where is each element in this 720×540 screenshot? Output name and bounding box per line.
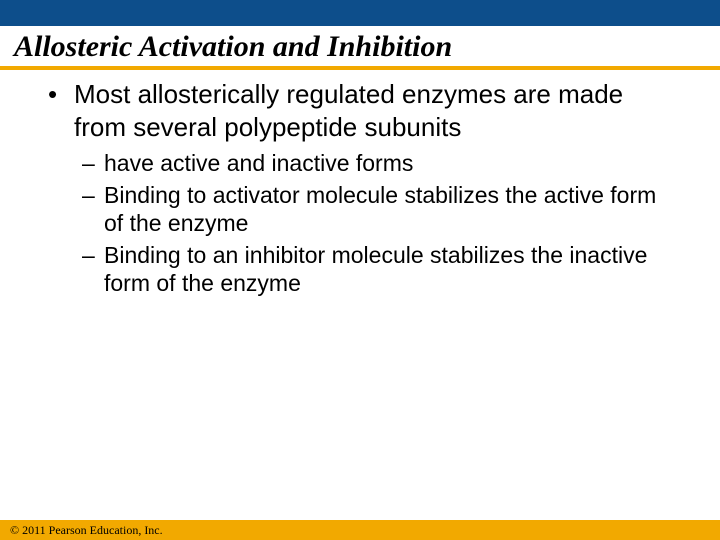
slide: Allosteric Activation and Inhibition Mos… — [0, 0, 720, 540]
top-bar — [0, 0, 720, 26]
slide-title: Allosteric Activation and Inhibition — [0, 26, 720, 66]
list-item: Most allosterically regulated enzymes ar… — [40, 78, 680, 297]
list-item: have active and inactive forms — [74, 149, 680, 177]
bullet-list-level2: have active and inactive forms Binding t… — [74, 149, 680, 297]
list-item-text: Most allosterically regulated enzymes ar… — [74, 79, 623, 142]
list-item-text: Binding to an inhibitor molecule stabili… — [104, 242, 647, 296]
list-item-text: Binding to activator molecule stabilizes… — [104, 182, 656, 236]
copyright-text: © 2011 Pearson Education, Inc. — [10, 523, 163, 538]
footer-bar: © 2011 Pearson Education, Inc. — [0, 520, 720, 540]
bullet-list-level1: Most allosterically regulated enzymes ar… — [40, 78, 680, 297]
list-item: Binding to activator molecule stabilizes… — [74, 181, 680, 237]
list-item-text: have active and inactive forms — [104, 150, 413, 176]
content-area: Most allosterically regulated enzymes ar… — [0, 70, 720, 520]
list-item: Binding to an inhibitor molecule stabili… — [74, 241, 680, 297]
